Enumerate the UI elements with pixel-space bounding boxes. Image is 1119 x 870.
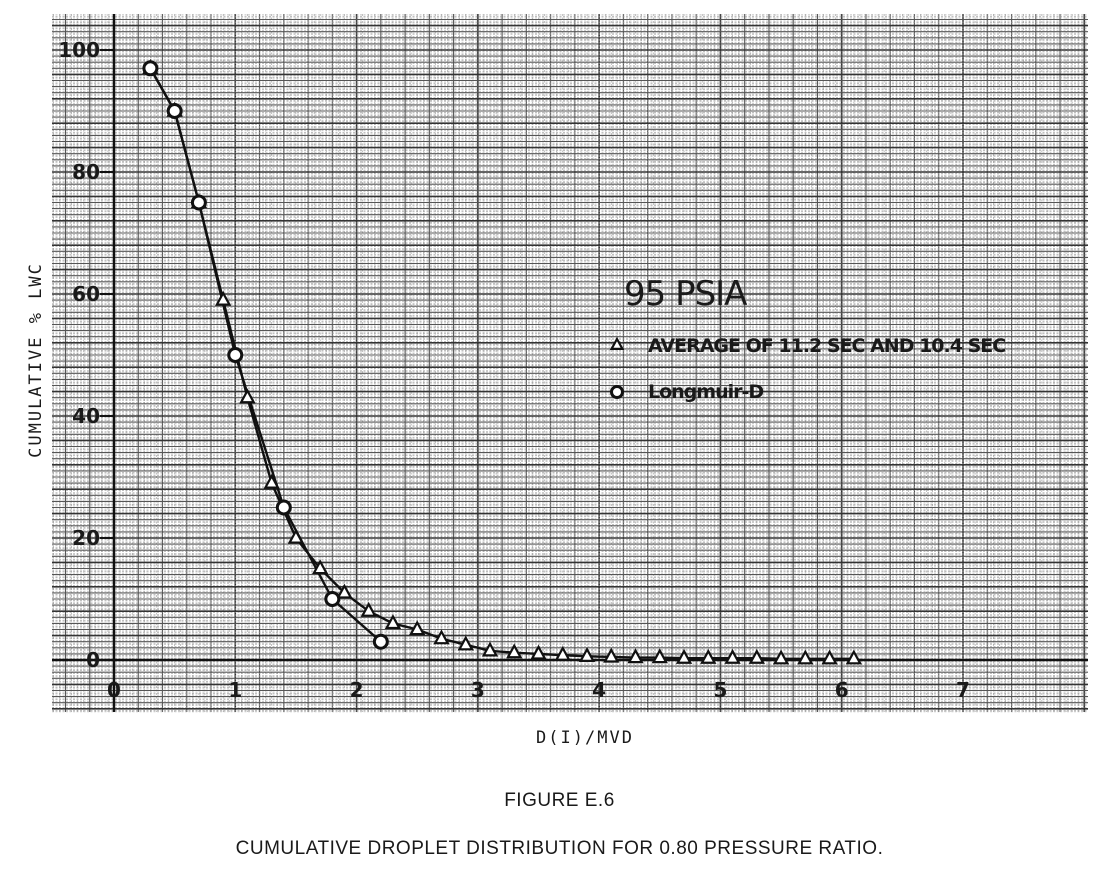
triangle-point bbox=[384, 614, 402, 630]
y-tick-label: 40 bbox=[72, 404, 100, 428]
triangle-point bbox=[821, 649, 838, 665]
chart: 0 1 2 3 4 5 6 7 0 20 40 60 80 100 CUMULATIVE % LWC D(… bbox=[26, 14, 1088, 748]
triangle-point bbox=[239, 388, 256, 404]
y-tick-label: 100 bbox=[58, 38, 100, 62]
triangle-point bbox=[609, 336, 625, 350]
triangle-point bbox=[506, 643, 523, 659]
triangle-point bbox=[845, 649, 862, 665]
y-tick-label: 0 bbox=[86, 648, 100, 672]
x-tick-label: 0 bbox=[107, 678, 121, 702]
triangle-point bbox=[457, 635, 474, 651]
triangle-point bbox=[724, 648, 741, 664]
circle-point bbox=[372, 633, 389, 650]
triangle-point bbox=[336, 583, 353, 599]
triangle-point bbox=[603, 647, 620, 663]
triangle-point bbox=[772, 649, 790, 665]
circle-point bbox=[610, 385, 624, 399]
series-markers bbox=[142, 59, 862, 665]
triangle-point bbox=[409, 620, 426, 636]
circle-point bbox=[275, 499, 292, 516]
legend-entry-longmuir: Longmuir-D bbox=[648, 381, 763, 403]
y-tick-label: 80 bbox=[72, 160, 100, 184]
x-tick-label: 6 bbox=[835, 678, 849, 702]
triangle-point bbox=[312, 559, 329, 575]
triangle-point bbox=[481, 641, 499, 657]
tick-labels: 0 1 2 3 4 5 6 7 0 20 40 60 80 100 bbox=[58, 38, 970, 702]
circle-point bbox=[166, 103, 183, 119]
triangle-point bbox=[263, 473, 280, 489]
circle-point bbox=[227, 347, 244, 363]
triangle-point bbox=[675, 648, 693, 664]
y-tick-label: 60 bbox=[72, 282, 100, 306]
circle-point bbox=[190, 194, 207, 211]
x-tick-label: 3 bbox=[471, 678, 485, 702]
figure-caption: CUMULATIVE DROPLET DISTRIBUTION FOR 0.80… bbox=[235, 838, 884, 859]
legend-marker-circle bbox=[610, 385, 624, 399]
circle-point bbox=[142, 60, 159, 77]
figure-number: FIGURE E.6 bbox=[504, 790, 615, 811]
x-tick-label: 4 bbox=[592, 678, 606, 702]
x-tick-label: 1 bbox=[228, 678, 242, 702]
triangle-point bbox=[287, 528, 305, 544]
x-axis-label: D(I)/MVD bbox=[536, 728, 634, 748]
x-tick-label: 5 bbox=[713, 678, 727, 702]
triangle-point bbox=[578, 647, 596, 662]
legend-marker-triangle bbox=[609, 336, 625, 350]
triangle-point bbox=[627, 648, 644, 664]
triangle-point bbox=[215, 290, 232, 306]
y-axis-label: CUMULATIVE % LWC bbox=[26, 262, 46, 458]
legend: 95 PSIA AVERAGE OF 11.2 SEC AND 10.4 SEC… bbox=[609, 274, 1006, 403]
triangle-point bbox=[700, 648, 717, 664]
grid bbox=[52, 14, 1088, 713]
triangle-point bbox=[360, 601, 377, 617]
triangle-point bbox=[554, 645, 571, 661]
legend-title: 95 PSIA bbox=[624, 274, 747, 314]
triangle-point bbox=[433, 629, 450, 645]
x-tick-label: 2 bbox=[350, 678, 364, 702]
y-tick-label: 20 bbox=[72, 526, 100, 550]
triangle-point bbox=[651, 648, 668, 664]
triangle-point bbox=[797, 649, 814, 665]
triangle-point bbox=[748, 648, 765, 664]
triangle-point bbox=[530, 644, 547, 660]
circle-point bbox=[324, 591, 341, 607]
legend-entry-average: AVERAGE OF 11.2 SEC AND 10.4 SEC bbox=[648, 335, 1005, 357]
x-tick-label: 7 bbox=[956, 678, 970, 702]
